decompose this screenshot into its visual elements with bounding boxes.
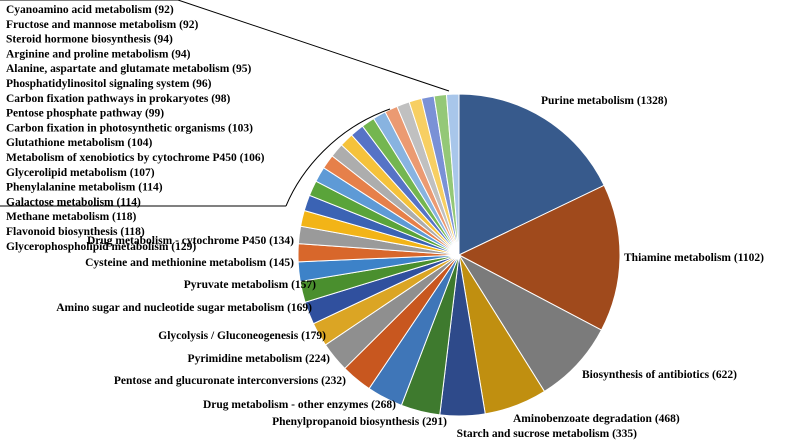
pie-slices <box>297 93 621 417</box>
slice-label: Drug metabolism - other enzymes (268) <box>203 399 396 411</box>
slice-label: Glycerophospholipid metabolism (129) <box>6 241 196 253</box>
slice-label: Phenylalanine metabolism (114) <box>6 182 163 194</box>
slice-label: Thiamine metabolism (1102) <box>624 252 764 264</box>
slice-label: Carbon fixation in photosynthetic organi… <box>6 122 253 134</box>
slice-label: Fructose and mannose metabolism (92) <box>6 19 198 31</box>
slice-label: Metabolism of xenobiotics by cytochrome … <box>6 152 265 164</box>
slice-label: Cyanoamino acid metabolism (92) <box>6 4 174 16</box>
callout-bracket <box>0 0 450 207</box>
pie-slice <box>458 93 605 256</box>
slice-label: Steroid hormone biosynthesis (94) <box>6 34 173 46</box>
slice-label: Phosphatidylinositol signaling system (9… <box>6 78 212 90</box>
slice-label: Amino sugar and nucleotide sugar metabol… <box>56 302 312 314</box>
pie-slice <box>457 184 621 331</box>
slice-label: Cysteine and methionine metabolism (145) <box>85 257 294 269</box>
pie-slice <box>445 93 460 256</box>
slice-label: Drug metabolism - cytochrome P450 (134) <box>87 235 294 247</box>
slice-label: Aminobenzoate degradation (468) <box>513 413 680 425</box>
slice-label: Pyrimidine metabolism (224) <box>188 353 331 365</box>
slice-label: Alanine, aspartate and glutamate metabol… <box>6 63 251 75</box>
slice-label: Galactose metabolism (114) <box>6 196 141 208</box>
slice-label: Methane metabolism (118) <box>6 211 136 223</box>
slice-label: Phenylpropanoid biosynthesis (291) <box>272 416 447 428</box>
slice-label: Purine metabolism (1328) <box>541 95 668 107</box>
slice-label: Glycerolipid metabolism (107) <box>6 167 155 179</box>
slice-label: Glycolysis / Gluconeogenesis (179) <box>158 330 326 342</box>
slice-label: Pentose and glucuronate interconversions… <box>114 375 346 387</box>
pie-slice <box>457 253 603 393</box>
slice-label: Pentose phosphate pathway (99) <box>6 108 164 120</box>
slice-label: Arginine and proline metabolism (94) <box>6 48 191 60</box>
leader-lines <box>0 0 450 207</box>
slice-label: Biosynthesis of antibiotics (622) <box>582 369 737 381</box>
slice-label: Glutathione metabolism (104) <box>6 137 152 149</box>
slice-label: Carbon fixation pathways in prokaryotes … <box>6 93 231 105</box>
slice-label: Flavonoid biosynthesis (118) <box>6 226 145 238</box>
slice-label: Starch and sucrose metabolism (335) <box>457 428 638 440</box>
slice-label: Pyruvate metabolism (157) <box>184 279 316 291</box>
slice-labels: Purine metabolism (1328) Thiamine metabol… <box>6 4 764 440</box>
